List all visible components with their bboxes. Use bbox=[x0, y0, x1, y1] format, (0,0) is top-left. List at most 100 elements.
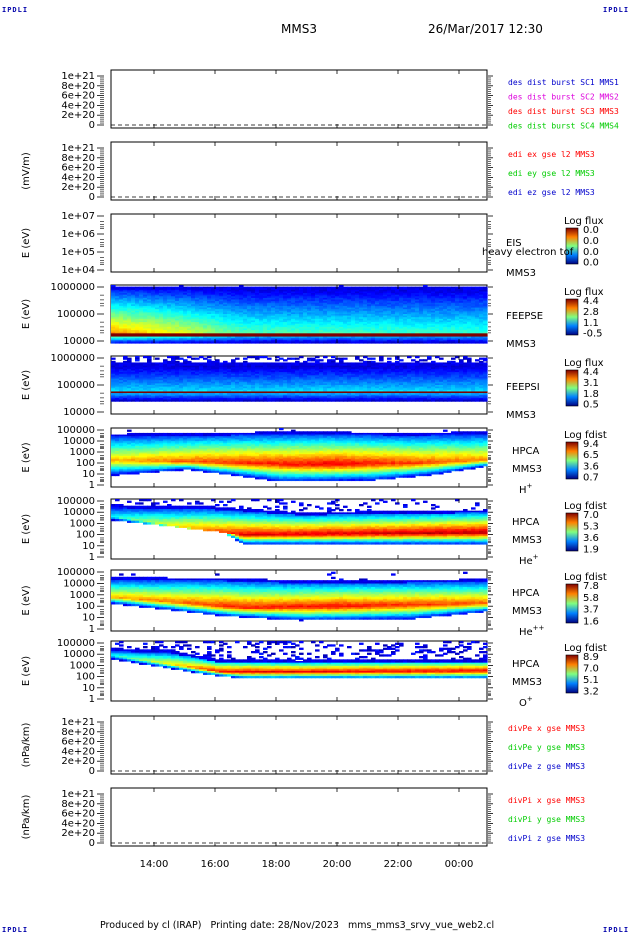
spectrogram-cell bbox=[435, 334, 440, 338]
spectrogram-cell bbox=[143, 323, 148, 326]
spectrogram-cell bbox=[295, 325, 300, 328]
spectrogram-cell bbox=[403, 315, 408, 318]
spectrogram-cell bbox=[323, 293, 328, 296]
spectrogram-cell bbox=[267, 320, 272, 323]
spectrogram-cell bbox=[283, 294, 288, 297]
spectrogram-cell bbox=[283, 326, 288, 330]
spectrogram-cell bbox=[287, 341, 292, 344]
spectrogram-cell bbox=[307, 312, 312, 315]
spectrogram-cell bbox=[163, 326, 168, 330]
spectrogram-cell bbox=[179, 302, 184, 305]
spectrogram-cell bbox=[343, 302, 348, 305]
spectrogram-cell bbox=[223, 294, 228, 297]
spectrogram-cell bbox=[375, 310, 380, 313]
spectrogram-cell bbox=[343, 336, 348, 339]
spectrogram-cell bbox=[407, 331, 412, 334]
spectrogram-cell bbox=[427, 302, 432, 305]
spectrogram-cell bbox=[139, 338, 144, 341]
spectrogram-cell bbox=[355, 312, 360, 315]
spectrogram-cell bbox=[111, 364, 116, 367]
spectrogram-cell bbox=[387, 301, 392, 304]
spectrogram-cell bbox=[259, 333, 264, 336]
spectrogram-cell bbox=[255, 331, 260, 334]
spectrogram-cell bbox=[211, 302, 216, 305]
spectrogram-cell bbox=[283, 302, 288, 305]
spectrogram-cell bbox=[143, 301, 148, 304]
spectrogram-cell bbox=[203, 301, 208, 304]
spectrogram-cell bbox=[251, 294, 256, 297]
spectrogram-cell bbox=[135, 322, 140, 325]
spectrogram-cell bbox=[135, 399, 140, 402]
spectrogram-cell bbox=[179, 307, 184, 310]
spectrogram-cell bbox=[219, 331, 224, 334]
spectrogram-cell bbox=[283, 286, 288, 289]
spectrogram-cell bbox=[311, 325, 316, 328]
spectrogram-cell bbox=[331, 315, 336, 318]
spectrogram-cell bbox=[443, 299, 448, 302]
spectrogram-cell bbox=[451, 315, 456, 318]
spectrogram-cell bbox=[471, 320, 476, 323]
spectrogram-cell bbox=[203, 288, 208, 291]
spectrogram-cell bbox=[303, 326, 308, 330]
spectrogram-cell bbox=[287, 314, 292, 317]
spectrogram-cell bbox=[371, 297, 376, 301]
spectrogram-cell bbox=[451, 289, 456, 293]
spectrogram-cell bbox=[379, 338, 384, 341]
spectrogram-cell bbox=[471, 341, 476, 344]
spectrogram-cell bbox=[411, 286, 416, 289]
spectrogram-cell bbox=[443, 336, 448, 339]
spectrogram-cell bbox=[199, 330, 204, 333]
spectrogram-cell bbox=[455, 305, 460, 309]
spectrogram-cell bbox=[203, 314, 208, 317]
spectrogram-cell bbox=[251, 301, 256, 304]
spectrogram-cell bbox=[183, 325, 188, 328]
spectrogram-cell bbox=[151, 301, 156, 304]
spectrogram-cell bbox=[199, 333, 204, 336]
spectrogram-cell bbox=[391, 304, 396, 307]
spectrogram-cell bbox=[307, 341, 312, 344]
spectrogram-cell bbox=[219, 338, 224, 341]
spectrogram-cell bbox=[371, 305, 376, 309]
spectrogram-cell bbox=[435, 314, 440, 317]
spectrogram-cell bbox=[179, 399, 184, 402]
spectrogram-cell bbox=[411, 336, 416, 339]
spectrogram-cell bbox=[307, 299, 312, 302]
spectrogram-cell bbox=[355, 301, 360, 304]
spectrogram-cell bbox=[175, 286, 180, 289]
spectrogram-cell bbox=[199, 314, 204, 317]
spectrogram-cell bbox=[123, 357, 128, 360]
spectrogram-cell bbox=[383, 341, 388, 344]
spectrogram-cell bbox=[475, 341, 480, 344]
spectrogram-cell bbox=[267, 307, 272, 310]
spectrogram-cell bbox=[463, 310, 468, 313]
spectrogram-cell bbox=[455, 341, 460, 344]
spectrogram-cell bbox=[439, 320, 444, 323]
spectrogram-cell bbox=[483, 289, 488, 293]
spectrogram-cell bbox=[355, 330, 360, 333]
spectrogram-cell bbox=[207, 286, 212, 289]
spectrogram-cell bbox=[427, 334, 432, 338]
spectrogram-cell bbox=[151, 318, 156, 322]
spectrogram-cell bbox=[371, 330, 376, 333]
spectrogram-cell bbox=[387, 317, 392, 320]
spectrogram-cell bbox=[195, 322, 200, 325]
spectrogram-cell bbox=[287, 301, 292, 304]
spectrogram-cell bbox=[115, 328, 120, 331]
spectrogram-cell bbox=[379, 336, 384, 339]
spectrogram-cell bbox=[431, 339, 436, 342]
spectrogram-cell bbox=[407, 326, 412, 330]
spectrogram-cell bbox=[287, 307, 292, 310]
spectrogram-cell bbox=[271, 341, 276, 344]
spectrogram-cell bbox=[299, 328, 304, 331]
spectrogram-cell bbox=[291, 299, 296, 302]
spectrogram-cell bbox=[343, 330, 348, 333]
spectrogram-cell bbox=[167, 330, 172, 333]
spectrogram-cell bbox=[331, 320, 336, 323]
spectrogram-cell bbox=[187, 320, 192, 323]
spectrogram-cell bbox=[247, 320, 252, 323]
spectrogram-cell bbox=[119, 293, 124, 296]
spectrogram-cell bbox=[131, 328, 136, 331]
spectrogram-cell bbox=[243, 314, 248, 317]
spectrogram-cell bbox=[427, 326, 432, 330]
spectrogram-cell bbox=[403, 310, 408, 313]
